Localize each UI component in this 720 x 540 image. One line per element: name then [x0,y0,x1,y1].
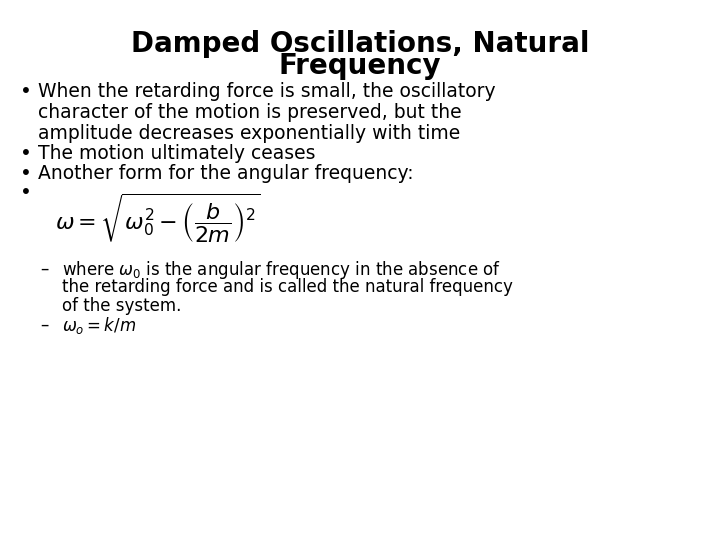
Text: the retarding force and is called the natural frequency: the retarding force and is called the na… [62,278,513,296]
Text: $\omega = \sqrt{\omega_0^2 - \left(\dfrac{b}{2m}\right)^2}$: $\omega = \sqrt{\omega_0^2 - \left(\dfra… [55,192,261,245]
Text: Frequency: Frequency [279,52,441,80]
Text: •: • [20,184,32,202]
Text: $\omega_o = k/m$: $\omega_o = k/m$ [62,315,136,336]
Text: Damped Oscillations, Natural: Damped Oscillations, Natural [131,30,589,58]
Text: Another form for the angular frequency:: Another form for the angular frequency: [38,164,413,183]
Text: –: – [40,315,48,333]
Text: •: • [20,82,32,101]
Text: When the retarding force is small, the oscillatory: When the retarding force is small, the o… [38,82,495,101]
Text: –: – [40,260,48,278]
Text: amplitude decreases exponentially with time: amplitude decreases exponentially with t… [38,124,460,143]
Text: character of the motion is preserved, but the: character of the motion is preserved, bu… [38,103,462,122]
Text: where $\omega_0$ is the angular frequency in the absence of: where $\omega_0$ is the angular frequenc… [62,260,501,281]
Text: •: • [20,164,32,183]
Text: The motion ultimately ceases: The motion ultimately ceases [38,144,315,163]
Text: of the system.: of the system. [62,296,181,315]
Text: •: • [20,144,32,163]
